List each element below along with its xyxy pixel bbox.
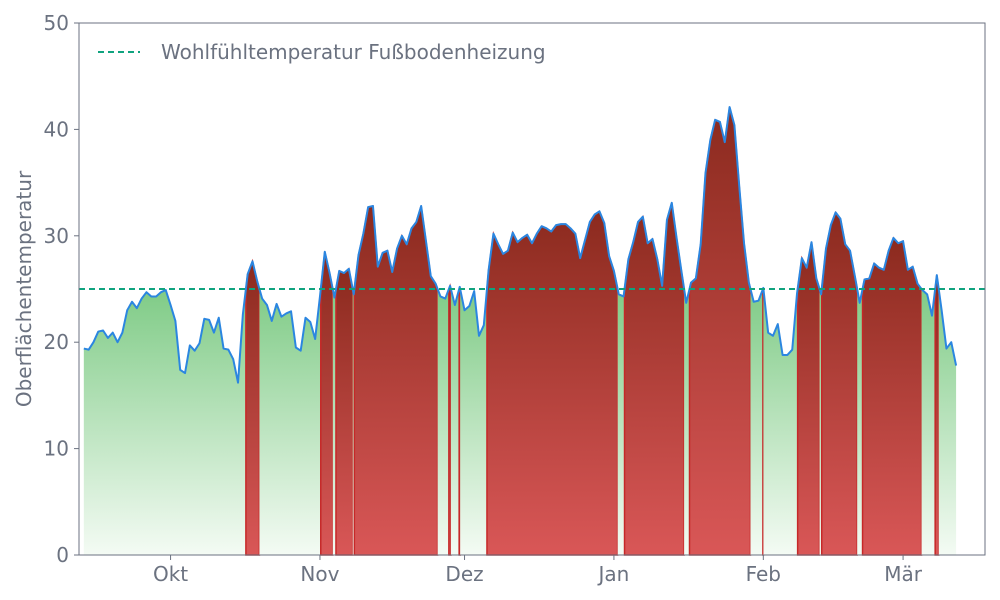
x-tick-label: Nov: [300, 562, 339, 586]
area-below-threshold: [750, 289, 763, 555]
area-above-threshold: [934, 275, 940, 556]
area-above-threshold: [245, 258, 261, 556]
legend: Wohlfühltemperatur Fußbodenheizung: [98, 40, 546, 64]
x-tick-label: Feb: [746, 562, 781, 586]
area-below-threshold: [259, 289, 321, 555]
series-line-layer: [83, 106, 958, 384]
area-below-threshold: [332, 289, 336, 555]
area-below-threshold: [684, 289, 690, 555]
y-axis: 0 10 20 30 40 50: [44, 11, 79, 567]
area-below-threshold: [450, 289, 460, 555]
y-tick-label: 0: [56, 543, 69, 567]
x-tick-label: Mär: [884, 562, 923, 586]
area-above-threshold: [335, 267, 354, 556]
legend-label-threshold: Wohlfühltemperatur Fußbodenheizung: [161, 40, 546, 64]
series-line: [83, 106, 958, 384]
area-below-threshold: [460, 289, 487, 555]
area-above-threshold: [458, 286, 461, 556]
area-below-threshold: [938, 289, 957, 555]
area-above-threshold: [623, 202, 685, 556]
area-below-threshold: [763, 289, 798, 555]
area-above-threshold: [486, 210, 619, 556]
area-below-threshold: [857, 289, 863, 555]
plot-frame: [78, 22, 986, 556]
x-tick-label: Jan: [597, 562, 630, 586]
x-tick-label: Dez: [445, 562, 483, 586]
area-above-threshold: [320, 251, 334, 556]
area-above-threshold: [861, 236, 923, 556]
area-below-threshold: [437, 289, 449, 555]
area-above-threshold: [762, 287, 765, 556]
area-below-threshold: [83, 289, 246, 555]
area-above-threshold: [688, 106, 752, 556]
y-tick-label: 10: [44, 437, 69, 461]
area-below-threshold: [617, 289, 625, 555]
area-below-threshold: [921, 289, 936, 555]
y-tick-label: 30: [44, 224, 69, 248]
area-above-threshold: [448, 283, 452, 556]
y-tick-label: 40: [44, 117, 69, 141]
x-tick-label: Okt: [153, 562, 188, 586]
y-tick-label: 20: [44, 330, 69, 354]
y-tick-label: 50: [44, 11, 69, 35]
x-axis: Okt Nov Dez Jan Feb Mär: [153, 555, 923, 586]
y-axis-title: Oberflächentemperatur: [12, 170, 36, 407]
